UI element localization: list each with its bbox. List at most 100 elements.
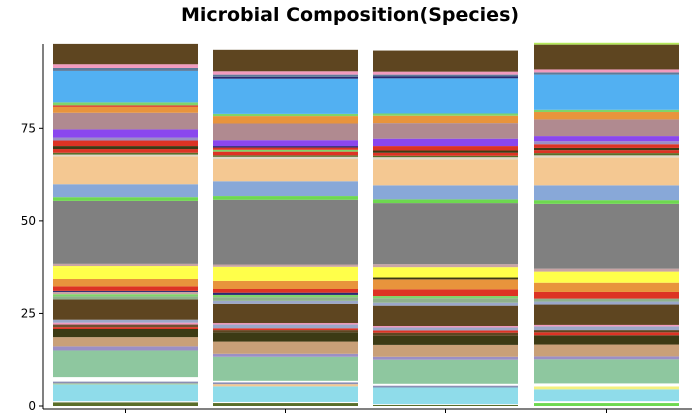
bar-1-segment-16 bbox=[53, 296, 198, 300]
bar-2-segment-2 bbox=[213, 401, 358, 404]
bar-3-segment-39 bbox=[373, 71, 518, 75]
bar-2-segment-27 bbox=[213, 159, 358, 182]
bar-1-segment-1 bbox=[53, 402, 198, 406]
bar-1-segment-23 bbox=[53, 266, 198, 268]
bar-1-segment-39 bbox=[53, 102, 198, 106]
bar-1-segment-2 bbox=[53, 401, 198, 403]
bar-3-segment-32 bbox=[373, 138, 518, 147]
bar-3-segment-11 bbox=[373, 330, 518, 333]
bar-4-segment-19 bbox=[534, 271, 679, 283]
bar-2-segment-1 bbox=[213, 403, 358, 406]
bar-1-segment-12 bbox=[53, 324, 198, 328]
bar-3-segment-35 bbox=[373, 113, 518, 116]
bar-1-segment-29 bbox=[53, 154, 198, 157]
bar-2-segment-39 bbox=[213, 76, 358, 79]
bar-1-segment-22 bbox=[53, 267, 198, 280]
bar-2-segment-26 bbox=[213, 181, 358, 197]
bar-4-segment-32 bbox=[534, 119, 679, 137]
bar-2-segment-16 bbox=[213, 300, 358, 304]
bar-4-segment-23 bbox=[534, 185, 679, 201]
bar-4-segment-1 bbox=[534, 403, 679, 406]
bar-3-segment-12 bbox=[373, 327, 518, 331]
bar-3-segment-29 bbox=[373, 152, 518, 156]
bar-1-segment-8 bbox=[53, 346, 198, 351]
bar-3-segment-23 bbox=[373, 203, 518, 265]
bar-1 bbox=[53, 43, 198, 406]
bar-4-segment-33 bbox=[534, 112, 679, 120]
bar-3-segment-10 bbox=[373, 332, 518, 336]
bar-4-segment-11 bbox=[534, 330, 679, 333]
bar-3-segment-40 bbox=[373, 50, 518, 72]
bar-3-segment-17 bbox=[373, 296, 518, 299]
bar-4-segment-6 bbox=[534, 359, 679, 384]
bar-3-segment-37 bbox=[373, 76, 518, 79]
bar-4-segment-38 bbox=[534, 44, 679, 70]
bar-3-segment-7 bbox=[373, 356, 518, 360]
bar-1-segment-24 bbox=[53, 263, 198, 267]
y-tick-label-25: 25 bbox=[21, 306, 36, 320]
bar-1-segment-17 bbox=[53, 294, 198, 297]
bar-2-segment-42 bbox=[213, 49, 358, 72]
bar-2-segment-6 bbox=[213, 380, 358, 383]
bar-4-segment-20 bbox=[534, 268, 679, 272]
bar-3-segment-36 bbox=[373, 78, 518, 114]
bars-layer bbox=[53, 42, 679, 406]
bar-2-segment-10 bbox=[213, 332, 358, 342]
y-tick-label-75: 75 bbox=[21, 121, 36, 135]
bar-1-segment-37 bbox=[53, 106, 198, 113]
bar-4-segment-26 bbox=[534, 153, 679, 156]
bar-1-segment-43 bbox=[53, 43, 198, 65]
y-tick-label-0: 0 bbox=[28, 399, 36, 413]
bar-1-segment-14 bbox=[53, 319, 198, 323]
bar-2-segment-13 bbox=[213, 324, 358, 329]
bar-3-segment-14 bbox=[373, 305, 518, 327]
bar-2-segment-19 bbox=[213, 292, 358, 295]
bar-2-segment-22 bbox=[213, 266, 358, 281]
bar-3 bbox=[373, 50, 518, 406]
bar-2-segment-35 bbox=[213, 123, 358, 141]
bar-4-segment-2 bbox=[534, 401, 679, 404]
bar-1-segment-28 bbox=[53, 156, 198, 185]
bar-4-segment-34 bbox=[534, 109, 679, 113]
bar-1-segment-10 bbox=[53, 328, 198, 338]
bar-2-segment-23 bbox=[213, 264, 358, 267]
bar-1-segment-9 bbox=[53, 337, 198, 347]
bar-2-segment-25 bbox=[213, 196, 358, 200]
bar-2 bbox=[213, 49, 358, 406]
axis-layer: 0 25 50 75 bbox=[21, 44, 692, 413]
bar-4-segment-22 bbox=[534, 200, 679, 204]
bar-2-segment-5 bbox=[213, 382, 358, 385]
bar-3-segment-31 bbox=[373, 146, 518, 151]
bar-3-segment-1 bbox=[373, 404, 518, 406]
bar-2-segment-37 bbox=[213, 113, 358, 117]
bar-1-segment-41 bbox=[53, 67, 198, 71]
bar-2-segment-36 bbox=[213, 116, 358, 124]
bar-4-segment-15 bbox=[534, 301, 679, 305]
bar-3-segment-8 bbox=[373, 344, 518, 357]
bar-2-segment-30 bbox=[213, 151, 358, 156]
bar-4-segment-9 bbox=[534, 335, 679, 345]
bar-2-segment-21 bbox=[213, 280, 358, 289]
bar-2-segment-3 bbox=[213, 386, 358, 402]
bar-1-segment-20 bbox=[53, 286, 198, 291]
bar-3-segment-26 bbox=[373, 159, 518, 186]
bar-4-segment-16 bbox=[534, 298, 679, 302]
bar-2-segment-34 bbox=[213, 140, 358, 147]
bar-2-segment-29 bbox=[213, 155, 358, 157]
bar-2-segment-12 bbox=[213, 328, 358, 331]
bar-1-segment-27 bbox=[53, 184, 198, 198]
bar-1-segment-5 bbox=[53, 381, 198, 384]
bar-4-segment-36 bbox=[534, 72, 679, 75]
bar-4-segment-7 bbox=[534, 356, 679, 360]
bar-1-segment-3 bbox=[53, 384, 198, 402]
bar-1-segment-11 bbox=[53, 327, 198, 329]
bar-1-segment-33 bbox=[53, 140, 198, 147]
bar-4-segment-25 bbox=[534, 155, 679, 158]
bar-3-segment-5 bbox=[373, 383, 518, 386]
bar-1-segment-19 bbox=[53, 290, 198, 292]
bar-4-segment-21 bbox=[534, 203, 679, 269]
bar-4-segment-30 bbox=[534, 141, 679, 145]
bar-1-segment-42 bbox=[53, 64, 198, 68]
bar-1-segment-36 bbox=[53, 112, 198, 130]
